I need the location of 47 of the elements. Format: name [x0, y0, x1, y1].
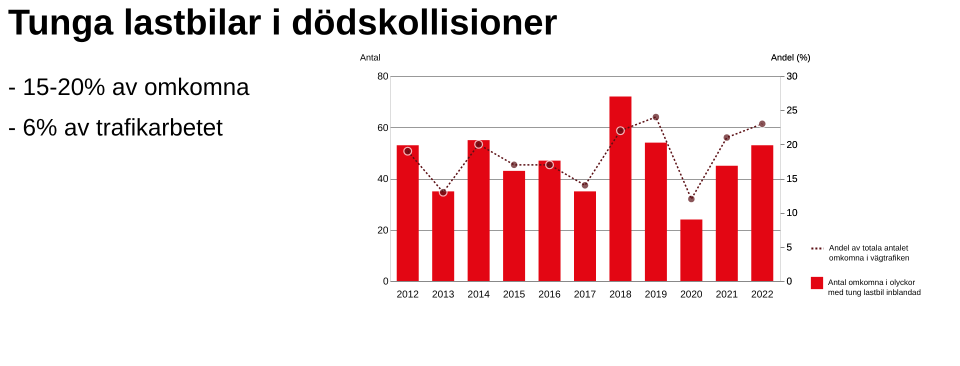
bar — [574, 191, 596, 281]
x-tick-label: 2013 — [432, 290, 455, 300]
bar — [644, 142, 667, 281]
x-tick-label: 2021 — [716, 290, 738, 300]
bar — [503, 170, 526, 281]
y-tick-label: 20 — [377, 225, 389, 236]
bar — [468, 140, 490, 281]
x-tick-label: 2019 — [644, 290, 668, 300]
y-tick-label: 80 — [377, 72, 389, 82]
bar — [396, 145, 419, 281]
point — [616, 126, 625, 136]
x-tick-label: 2012 — [396, 290, 420, 300]
bar — [716, 166, 738, 281]
y2-tick-label: 5 — [786, 242, 792, 254]
bar — [680, 220, 702, 281]
x-tick-label: 2014 — [468, 290, 490, 300]
x-tick-label: 2016 — [538, 290, 562, 300]
bar — [751, 145, 774, 281]
point — [403, 146, 412, 156]
y-tick-label: 40 — [377, 174, 389, 185]
chart-title: Tunga lastbilar i dödskollisioner — [8, 2, 558, 42]
y-axis-title: Antal — [360, 52, 380, 62]
point — [545, 160, 554, 170]
y2-tick-label: 0 — [786, 276, 792, 288]
x-tick-label: 2018 — [609, 290, 632, 300]
bar — [432, 191, 454, 281]
legend-label: Antal omkomna i olyckor med tung lastbil inblandad — [828, 278, 921, 297]
y-tick-label: 0 — [382, 276, 389, 288]
x-tick-label: 2020 — [680, 290, 703, 300]
legend-label: Andel av totala antalet omkomna i vägtrafiken — [829, 244, 910, 262]
y2-tick-label: 10 — [786, 208, 798, 220]
text: - 6% av trafikarbetet — [8, 114, 224, 142]
x-tick-label: 2015 — [502, 290, 526, 300]
point — [474, 140, 484, 149]
y2-tick-label: 30 — [786, 72, 798, 82]
bar — [538, 160, 561, 281]
bar — [609, 96, 632, 281]
point — [651, 112, 660, 122]
y2-axis-title: Andel (%) — [770, 52, 811, 62]
text: - 15-20% av omkomna — [8, 74, 250, 102]
y-tick-label: 60 — [377, 122, 389, 134]
x-tick-label: 2022 — [751, 290, 774, 300]
x-tick-label: 2017 — [574, 290, 597, 300]
y2-tick-label: 15 — [786, 174, 798, 185]
y2-tick-label: 20 — [786, 140, 798, 151]
y2-tick-label: 25 — [786, 106, 798, 117]
point — [438, 188, 448, 197]
